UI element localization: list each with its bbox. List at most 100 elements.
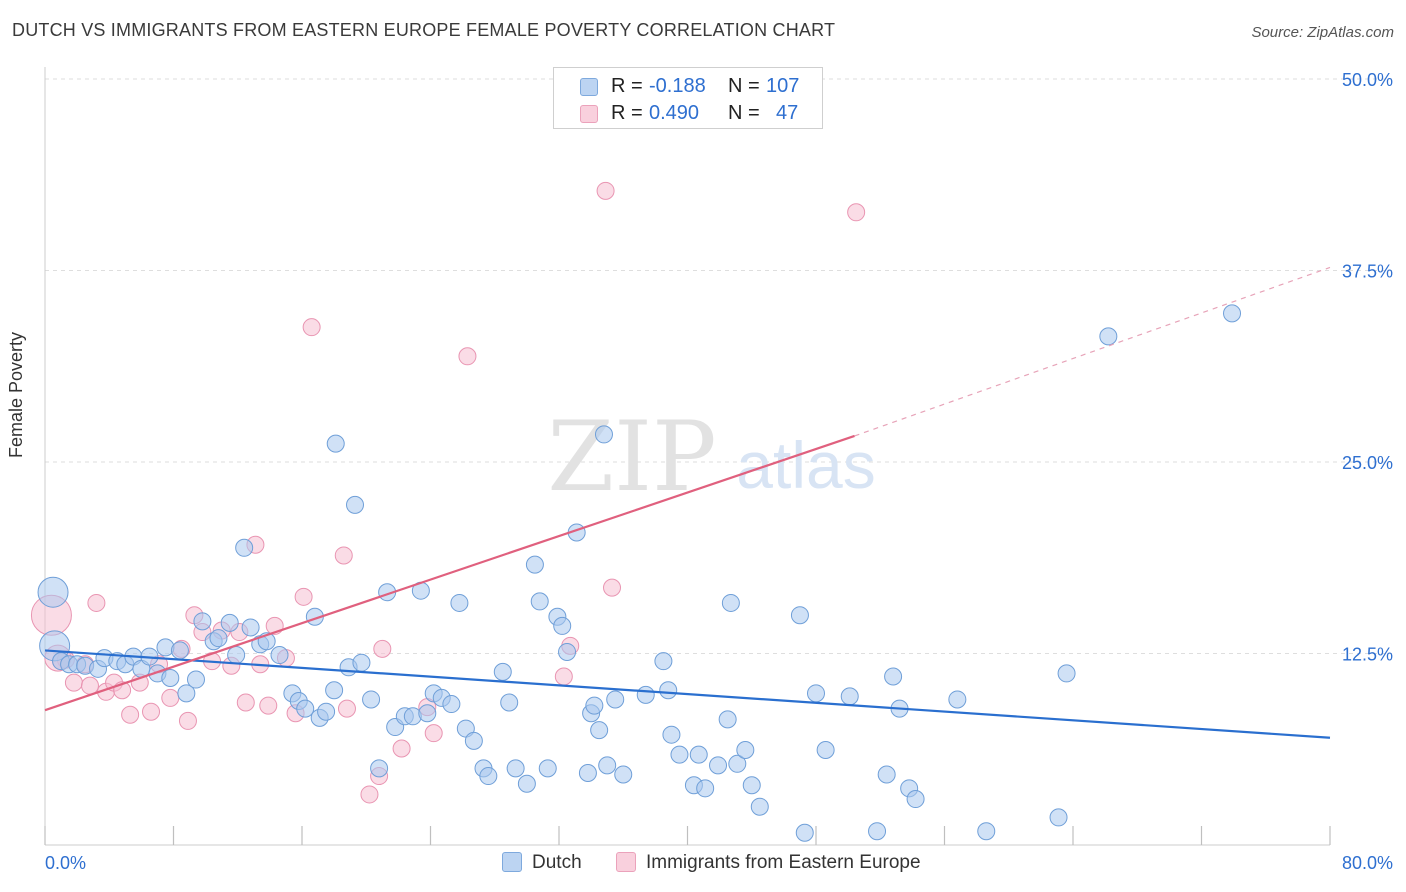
- trend-lines: [44, 266, 1331, 739]
- dutch-point: [654, 652, 673, 671]
- dutch-point: [948, 690, 967, 709]
- tick-labels: 12.5% 25.0% 37.5% 50.0% 0.0% 80.0%: [45, 70, 1393, 873]
- dutch-point: [816, 741, 835, 760]
- immigrants-n-value: 47: [776, 102, 799, 124]
- immigrants-point: [373, 639, 392, 658]
- dutch-point: [530, 592, 549, 611]
- immigrants-point: [360, 785, 379, 804]
- dutch-point: [790, 606, 809, 625]
- immigrants-point: [302, 318, 321, 337]
- immigrants-point: [142, 702, 161, 721]
- dutch-point: [370, 759, 389, 778]
- immigrants-r-value: 0.490: [649, 102, 700, 124]
- immigrants-point: [64, 673, 83, 692]
- r-label: R =: [611, 75, 643, 97]
- dutch-point: [696, 779, 715, 798]
- immigrants-point: [87, 593, 106, 612]
- dutch-swatch: [580, 78, 598, 96]
- dutch-point: [795, 823, 814, 842]
- dutch-point: [689, 745, 708, 764]
- bottom-legend-dutch: Dutch: [502, 852, 582, 874]
- dutch-point: [177, 684, 196, 703]
- dutch-r-value: -0.188: [649, 75, 706, 97]
- immigrants-point: [337, 699, 356, 718]
- dutch-point: [1049, 808, 1068, 827]
- bottom-legend-immigrants: Immigrants from Eastern Europe: [616, 852, 921, 874]
- watermark-zip: ZIP: [547, 401, 716, 513]
- immigrants-swatch: [580, 105, 598, 123]
- dutch-point: [728, 754, 747, 773]
- dutch-point: [464, 731, 483, 750]
- dutch-point: [220, 613, 239, 632]
- immigrants-point: [596, 181, 615, 200]
- y-axis-title: Female Poverty: [6, 331, 26, 458]
- immigrants-point: [458, 347, 477, 366]
- dutch-point: [270, 646, 289, 665]
- dutch-point: [558, 642, 577, 661]
- dutch-point: [578, 763, 597, 782]
- dutch-point: [506, 759, 525, 778]
- dutch-point: [227, 646, 246, 665]
- dutch-point: [606, 690, 625, 709]
- dutch-legend-label: Dutch: [532, 852, 582, 873]
- stats-legend: R = -0.188 N = 107 R = 0.490 N = 47: [553, 67, 823, 129]
- dutch-point: [736, 741, 755, 760]
- x-tick-label: 80.0%: [1342, 853, 1393, 873]
- dutch-point: [362, 690, 381, 709]
- immigrants-point: [121, 705, 140, 724]
- watermark: ZIP atlas: [547, 401, 875, 513]
- dutch-point: [670, 745, 689, 764]
- dutch-point: [326, 434, 345, 453]
- immigrants-point: [424, 724, 443, 743]
- dutch-point: [662, 725, 681, 744]
- dutch-point: [418, 704, 437, 723]
- immigrants-point: [161, 688, 180, 707]
- dutch-point: [296, 699, 315, 718]
- dutch-point: [868, 822, 887, 841]
- chart-source: Source: ZipAtlas.com: [1251, 24, 1394, 41]
- chart-title: DUTCH VS IMMIGRANTS FROM EASTERN EUROPE …: [12, 20, 836, 40]
- y-tick-label: 50.0%: [1342, 70, 1393, 90]
- dutch-point: [479, 767, 498, 786]
- dutch-point: [442, 695, 461, 714]
- dutch-point: [186, 670, 205, 689]
- dutch-point: [807, 684, 825, 703]
- dutch-point: [614, 765, 633, 784]
- r-label: R =: [611, 102, 643, 124]
- dutch-point: [590, 721, 609, 740]
- dutch-point: [193, 612, 212, 631]
- y-tick-label: 12.5%: [1342, 645, 1393, 665]
- dutch-trend-line: [44, 649, 1331, 739]
- immigrants-point: [178, 711, 197, 730]
- dutch-point: [977, 822, 996, 841]
- dutch-point: [750, 797, 769, 816]
- dutch-point: [209, 629, 228, 648]
- immigrants-trend-line: [44, 434, 855, 712]
- dutch-point: [317, 702, 336, 721]
- dutch-point: [517, 774, 536, 793]
- dutch-point: [585, 696, 604, 715]
- immigrants-point: [259, 696, 278, 715]
- immigrants-trend-extension: [854, 266, 1331, 437]
- dutch-point: [742, 776, 761, 795]
- dutch-point: [709, 756, 728, 775]
- immigrants-point: [603, 578, 622, 597]
- dutch-point: [352, 653, 371, 672]
- dutch-point: [594, 425, 613, 444]
- immigrants-point: [294, 587, 313, 606]
- dutch-point: [553, 616, 572, 635]
- dutch-point: [493, 662, 512, 681]
- dutch-swatch: [502, 852, 522, 872]
- dutch-n-value: 107: [766, 75, 800, 97]
- axes: [44, 67, 1331, 846]
- dutch-point: [840, 687, 859, 706]
- dutch-point: [161, 669, 180, 688]
- immigrants-swatch: [616, 852, 636, 872]
- dutch-point: [346, 495, 365, 514]
- dutch-point: [1099, 327, 1118, 346]
- immigrants-point: [236, 693, 255, 712]
- immigrants-point: [847, 203, 866, 222]
- n-label: N =: [728, 102, 760, 124]
- dutch-point: [450, 593, 469, 612]
